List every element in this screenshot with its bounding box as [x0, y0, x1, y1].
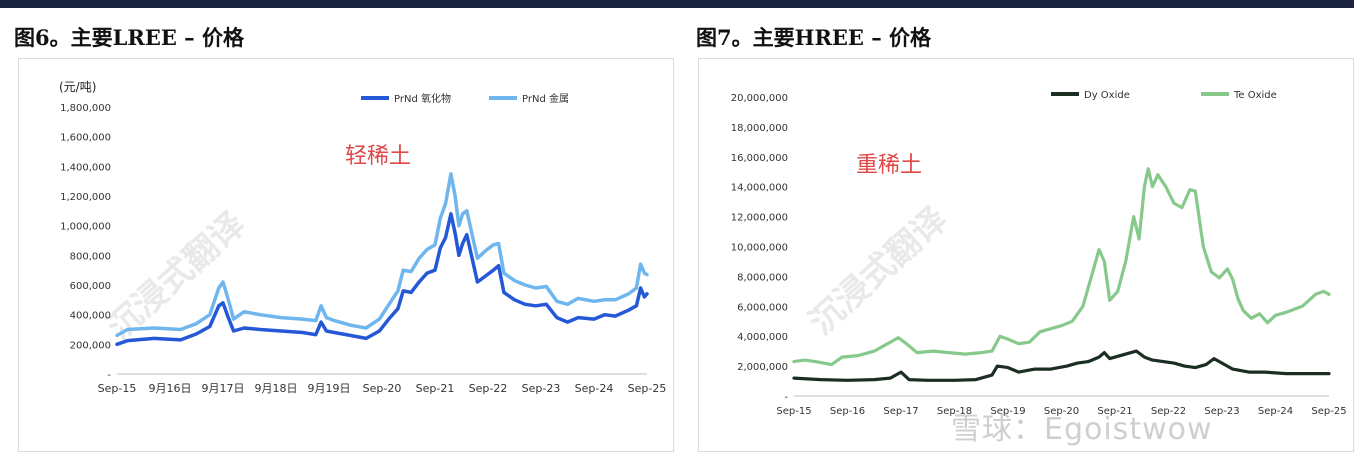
x-tick-label: Sep-21	[1097, 406, 1132, 417]
fig7-title: 图7。主要HREE – 价格	[696, 25, 932, 50]
x-tick-label: Sep-15	[98, 382, 137, 395]
x-tick-label: Sep-17	[883, 406, 918, 417]
fig7-credit: 雪球：Egoistwow	[951, 412, 1213, 447]
x-tick-label: Sep-23	[1204, 406, 1239, 417]
x-tick-label: Sep-20	[1044, 406, 1079, 417]
x-tick-label: Sep-18	[937, 406, 972, 417]
y-tick-label: 800,000	[70, 251, 111, 262]
legend-label-1: Te Oxide	[1233, 90, 1277, 101]
y-tick-label: 1,400,000	[60, 162, 111, 173]
y-tick-label: 18,000,000	[731, 123, 788, 134]
y-tick-label: -	[784, 392, 788, 403]
y-tick-label: 14,000,000	[731, 183, 788, 194]
x-tick-label: Sep-19	[990, 406, 1025, 417]
x-tick-label: Sep-25	[1311, 406, 1346, 417]
chart-annotation: 重稀土	[856, 153, 922, 178]
y-tick-label: 1,200,000	[60, 192, 111, 203]
series-line-0	[792, 349, 1331, 382]
legend-label-1: PrNd 金属	[522, 92, 569, 105]
y-tick-label: 600,000	[70, 281, 111, 292]
y-axis-label: (元/吨)	[59, 80, 96, 94]
y-tick-label: 12,000,000	[731, 213, 788, 224]
y-tick-label: 8,000,000	[737, 272, 788, 283]
top-bar	[0, 0, 1354, 8]
y-tick-label: 1,000,000	[60, 222, 111, 233]
y-tick-label: 20,000,000	[731, 93, 788, 104]
legend-label-0: PrNd 氧化物	[394, 92, 451, 105]
legend-label-0: Dy Oxide	[1084, 90, 1130, 101]
x-tick-label: 9月16日	[149, 382, 192, 395]
x-tick-label: Sep-16	[830, 406, 865, 417]
series-line-1	[115, 172, 649, 338]
x-tick-label: 9月18日	[255, 382, 298, 395]
fig6-chart-panel: 沉浸式翻译 -200,000 400,000 600,000 800,000 1,000…	[18, 58, 674, 452]
y-tick-label: 1,600,000	[60, 133, 111, 144]
fig6-title: 图6。主要LREE – 价格	[14, 25, 244, 50]
x-tick-label: Sep-15	[776, 406, 811, 417]
fig6-chart: - 200,000 400,000 600,000 800,000 1,000,000 1,…	[59, 80, 667, 395]
x-tick-label: Sep-24	[575, 382, 614, 395]
y-tick-label: 2,000,000	[737, 362, 788, 373]
x-tick-label: 9月17日	[202, 382, 245, 395]
fig7-chart: - 2,000,000 4,000,000 6,000,000 8,000,000 10,…	[731, 90, 1347, 417]
y-tick-label: 10,000,000	[731, 243, 788, 254]
x-tick-label: Sep-20	[363, 382, 402, 395]
x-tick-label: Sep-23	[522, 382, 561, 395]
x-tick-label: Sep-25	[628, 382, 667, 395]
series-line-0	[115, 212, 649, 347]
x-tick-label: Sep-22	[1151, 406, 1186, 417]
x-tick-label: Sep-22	[469, 382, 508, 395]
chart-annotation: 轻稀土	[345, 144, 411, 169]
y-tick-label: 4,000,000	[737, 332, 788, 343]
y-tick-label: 1,800,000	[60, 103, 111, 114]
y-tick-label: -	[107, 370, 111, 381]
series-line-1	[792, 167, 1331, 367]
x-tick-label: Sep-21	[416, 382, 455, 395]
x-tick-label: 9月19日	[308, 382, 351, 395]
x-tick-label: Sep-24	[1258, 406, 1293, 417]
y-tick-label: 400,000	[70, 311, 111, 322]
fig7-chart-panel: 沉浸式翻译 -2,000,000 4,000,000 6,000,000 8,000,…	[698, 58, 1354, 452]
y-tick-label: 16,000,000	[731, 153, 788, 164]
y-tick-label: 6,000,000	[737, 302, 788, 313]
y-tick-label: 200,000	[70, 340, 111, 351]
